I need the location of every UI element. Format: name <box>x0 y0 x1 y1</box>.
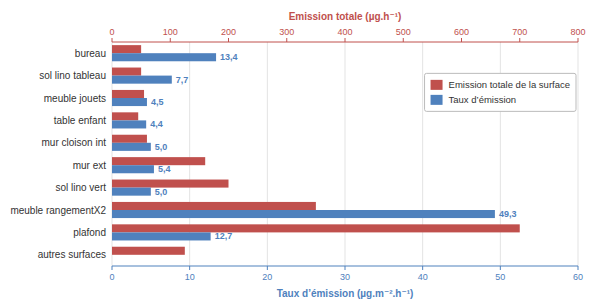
tick-label: 200 <box>221 27 236 37</box>
grid-line <box>578 42 579 266</box>
tick-label: 600 <box>454 27 469 37</box>
tick <box>345 38 346 42</box>
tick-label: 50 <box>495 272 505 282</box>
bar <box>112 90 144 98</box>
bar <box>112 112 138 120</box>
tick <box>422 266 423 270</box>
tick-label: 0 <box>109 272 114 282</box>
tick-label: 500 <box>396 27 411 37</box>
category-label: sol lino tableau <box>39 70 106 81</box>
legend-box <box>425 73 576 111</box>
bar <box>112 188 151 196</box>
legend-swatch <box>431 95 443 105</box>
axis-label: Emission totale (µg.h⁻¹) <box>289 11 402 22</box>
bar <box>112 210 495 218</box>
bar <box>112 120 146 128</box>
tick-label: 20 <box>262 272 272 282</box>
bar <box>112 135 147 143</box>
legend-label: Taux d’émission <box>449 94 517 105</box>
data-label: 5,0 <box>155 187 168 197</box>
tick <box>519 38 520 42</box>
data-label: 5,0 <box>155 142 168 152</box>
tick-label: 100 <box>163 27 178 37</box>
legend-swatch <box>431 80 443 90</box>
tick-label: 300 <box>279 27 294 37</box>
tick <box>578 38 579 42</box>
tick-label: 10 <box>185 272 195 282</box>
bar <box>112 143 151 151</box>
bar <box>112 98 147 106</box>
category-label: plafond <box>73 227 106 238</box>
data-label: 4,5 <box>151 97 164 107</box>
tick-label: 0 <box>109 27 114 37</box>
bar <box>112 45 141 53</box>
category-label: meuble jouets <box>44 93 106 104</box>
category-label: sol lino vert <box>55 182 106 193</box>
bar <box>112 224 520 232</box>
bar <box>112 232 211 240</box>
axis-label: Taux d’émission (µg.m⁻².h⁻¹) <box>277 288 414 299</box>
data-label: 13,4 <box>220 52 238 62</box>
tick <box>267 266 268 270</box>
tick <box>461 38 462 42</box>
tick-label: 400 <box>337 27 352 37</box>
tick <box>112 266 113 270</box>
bar <box>112 202 316 210</box>
tick-label: 800 <box>570 27 585 37</box>
bar <box>112 165 154 173</box>
tick-label: 60 <box>573 272 583 282</box>
tick <box>170 38 171 42</box>
tick <box>578 266 579 270</box>
category-label: table enfant <box>54 115 106 126</box>
legend-label: Emission totale de la surface <box>449 79 570 90</box>
data-label: 4,4 <box>150 119 163 129</box>
data-label: 12,7 <box>215 231 233 241</box>
bar <box>112 255 113 263</box>
tick <box>112 38 113 42</box>
tick-label: 700 <box>512 27 527 37</box>
bar <box>112 180 229 188</box>
category-label: mur cloison int <box>42 137 107 148</box>
data-label: 7,7 <box>176 75 189 85</box>
category-label: autres surfaces <box>38 249 106 260</box>
category-label: bureau <box>75 48 106 59</box>
category-label: mur ext <box>73 160 107 171</box>
tick <box>345 266 346 270</box>
tick <box>500 266 501 270</box>
bar <box>112 53 216 61</box>
bar <box>112 247 185 255</box>
bar <box>112 76 172 84</box>
data-label: 49,3 <box>499 209 517 219</box>
tick-label: 30 <box>340 272 350 282</box>
tick <box>403 38 404 42</box>
category-label: meuble rangementX2 <box>10 205 106 216</box>
tick <box>286 38 287 42</box>
legend: Emission totale de la surface Taux d’émis… <box>425 73 576 111</box>
tick <box>189 266 190 270</box>
tick-label: 40 <box>418 272 428 282</box>
bar <box>112 68 141 76</box>
tick <box>228 38 229 42</box>
data-label: 5,4 <box>158 164 171 174</box>
